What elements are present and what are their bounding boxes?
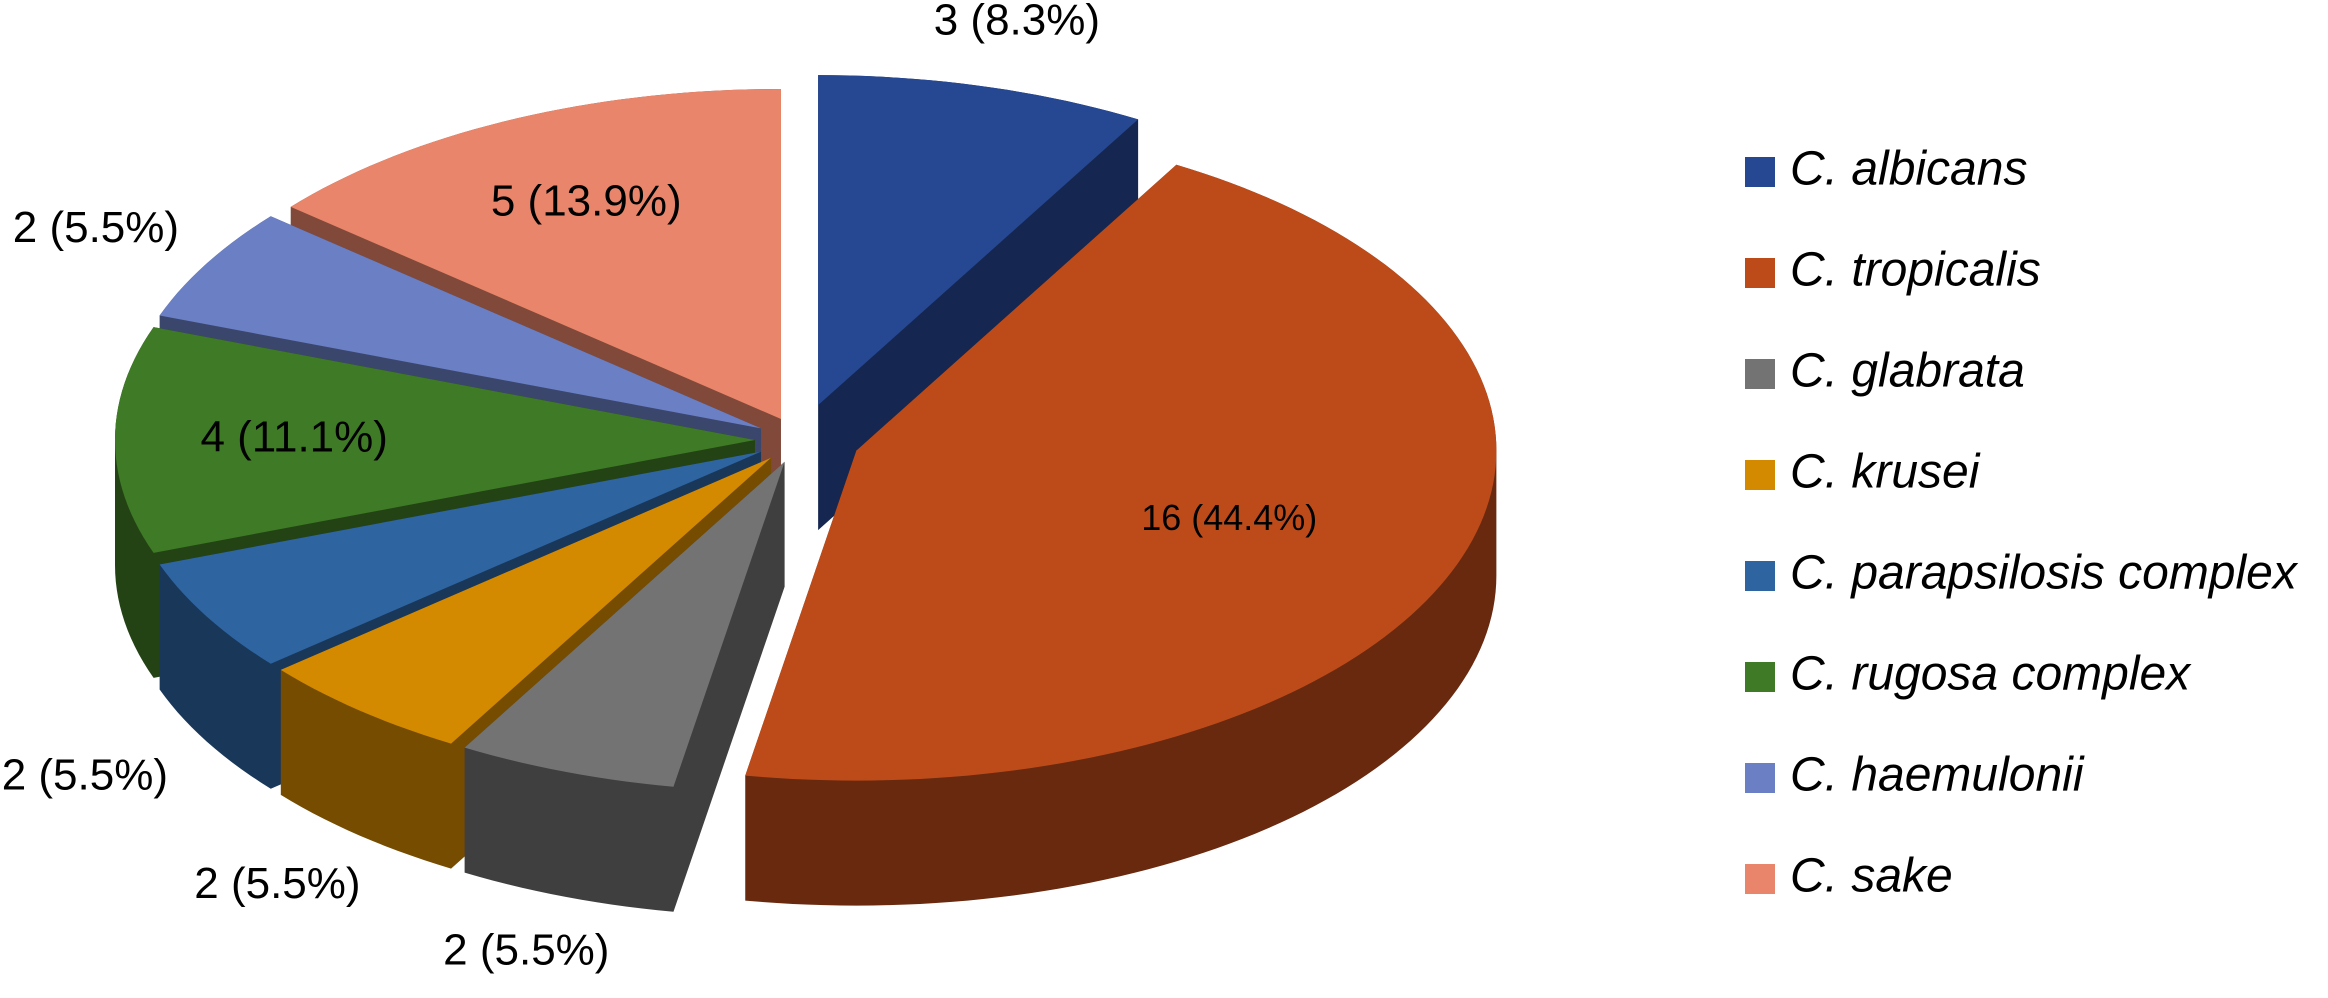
data-label: 2 (5.5%) xyxy=(13,203,179,252)
legend-label: C. rugosa complex xyxy=(1790,648,2192,701)
slice xyxy=(115,327,755,553)
data-label: 3 (8.3%) xyxy=(934,0,1100,44)
legend-label: C. glabrata xyxy=(1790,345,2025,398)
slice xyxy=(159,216,762,429)
slice xyxy=(280,457,772,744)
legend-label: C. sake xyxy=(1790,850,1953,903)
slice xyxy=(818,75,1139,406)
legend-swatch xyxy=(1745,763,1775,793)
legend-label: C. haemulonii xyxy=(1790,749,2085,802)
legend-label: C. parapsilosis complex xyxy=(1790,547,2299,600)
legend-swatch xyxy=(1745,157,1775,187)
legend-swatch xyxy=(1745,662,1775,692)
slice xyxy=(290,88,781,419)
legend-label: C. krusei xyxy=(1790,446,1981,499)
data-label: 2 (5.5%) xyxy=(443,925,609,974)
data-label: 2 (5.5%) xyxy=(194,859,360,908)
legend-label: C. tropicalis xyxy=(1790,244,2041,297)
legend-swatch xyxy=(1745,864,1775,894)
legend-label: C. albicans xyxy=(1790,143,2027,196)
slice xyxy=(745,164,1497,781)
data-label: 2 (5.5%) xyxy=(2,751,168,800)
legend-swatch xyxy=(1745,561,1775,591)
legend-swatch xyxy=(1745,258,1775,288)
legend-swatch xyxy=(1745,359,1775,389)
legend-swatch xyxy=(1745,460,1775,490)
slice xyxy=(159,451,762,664)
data-label: 16 (44.4%) xyxy=(1141,497,1317,538)
slice xyxy=(464,461,785,787)
data-label: 5 (13.9%) xyxy=(491,176,682,225)
data-label: 4 (11.1%) xyxy=(200,413,388,462)
